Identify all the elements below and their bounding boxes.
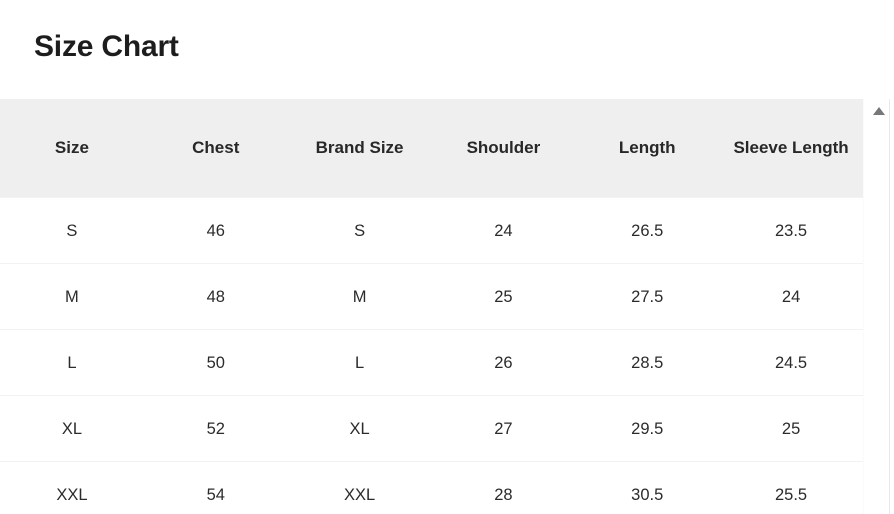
- cell-shoulder: 27: [494, 419, 513, 438]
- cell-size: L: [67, 353, 77, 372]
- title-area: Size Chart: [0, 0, 894, 99]
- cell-chest: 46: [206, 221, 225, 240]
- cell-brand-size: XL: [349, 419, 370, 438]
- cell-shoulder: 28: [494, 485, 513, 504]
- triangle-up-icon: [872, 106, 885, 115]
- cell-sleeve-length: 25: [781, 419, 801, 438]
- size-table-scroll-region[interactable]: Size Chest Brand Size Shoulder Length Sl…: [0, 99, 894, 514]
- cell-size: XL: [61, 419, 82, 438]
- table-header-row: Size Chest Brand Size Shoulder Length Sl…: [0, 99, 863, 198]
- cell-length: 29.5: [631, 419, 664, 438]
- table-row: M 48 M 25 27.5 24: [0, 263, 863, 330]
- cell-length: 26.5: [631, 221, 664, 240]
- cell-sleeve-length: 25.5: [775, 485, 808, 504]
- table-row: XXL 54 XXL 28 30.5 25.5: [0, 461, 863, 514]
- cell-sleeve-length: 24.5: [775, 353, 808, 372]
- table-header: Size Chest Brand Size Shoulder Length Sl…: [0, 99, 863, 198]
- table-body: S 46 S 24 26.5 23.5 M 48 M 25 27.5 24 L: [0, 197, 863, 514]
- size-chart-table: Size Chest Brand Size Shoulder Length Sl…: [0, 99, 863, 514]
- column-header-length: Length: [618, 138, 676, 157]
- vertical-scrollbar[interactable]: [863, 99, 894, 514]
- cell-length: 30.5: [631, 485, 664, 504]
- cell-brand-size: M: [352, 287, 367, 306]
- cell-shoulder: 24: [494, 221, 513, 240]
- cell-chest: 50: [206, 353, 225, 372]
- cell-shoulder: 25: [494, 287, 513, 306]
- table-row: L 50 L 26 28.5 24.5: [0, 329, 863, 396]
- cell-brand-size: S: [354, 221, 366, 240]
- cell-chest: 52: [206, 419, 225, 438]
- table-row: S 46 S 24 26.5 23.5: [0, 197, 863, 264]
- column-header-chest: Chest: [192, 138, 240, 157]
- cell-brand-size: XXL: [343, 485, 376, 504]
- column-header-sleeve-length: Sleeve Length: [733, 138, 849, 157]
- cell-size: M: [65, 287, 79, 306]
- cell-sleeve-length: 24: [781, 287, 801, 306]
- page-title: Size Chart: [34, 30, 179, 63]
- scroll-up-button[interactable]: [868, 101, 889, 120]
- cell-chest: 48: [206, 287, 225, 306]
- scrollbar-track[interactable]: [868, 99, 890, 514]
- cell-length: 27.5: [631, 287, 664, 306]
- column-header-shoulder: Shoulder: [466, 138, 541, 157]
- cell-sleeve-length: 23.5: [775, 221, 808, 240]
- cell-chest: 54: [206, 485, 225, 504]
- cell-shoulder: 26: [494, 353, 513, 372]
- cell-brand-size: L: [354, 353, 365, 372]
- cell-size: XXL: [56, 485, 88, 504]
- table-row: XL 52 XL 27 29.5 25: [0, 395, 863, 462]
- column-header-size: Size: [54, 138, 89, 157]
- cell-size: S: [66, 221, 78, 240]
- cell-length: 28.5: [631, 353, 664, 372]
- column-header-brand-size: Brand Size: [315, 138, 404, 157]
